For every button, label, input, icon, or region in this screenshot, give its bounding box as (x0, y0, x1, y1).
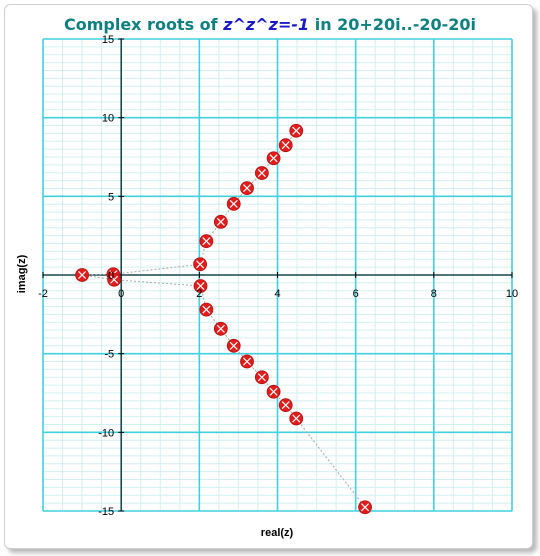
connector-segment (273, 391, 287, 406)
root-point-cross (257, 169, 266, 178)
y-tick-label: 5 (108, 191, 114, 203)
x-tick-label: 4 (274, 288, 280, 300)
x-tick-label: 2 (196, 288, 202, 300)
root-point-cross (269, 154, 278, 163)
root-point-cross (292, 414, 301, 423)
root-point-cross (281, 141, 290, 150)
root-point-marker (213, 321, 228, 336)
y-tick-label: 15 (102, 34, 114, 46)
root-point-cross (269, 387, 278, 396)
root-point-marker (289, 123, 304, 138)
root-point-marker (254, 166, 269, 180)
root-point-marker (278, 398, 293, 413)
connector-segment (285, 130, 297, 146)
root-point-cross (229, 341, 238, 350)
root-point-cross (216, 324, 225, 333)
root-point-marker (278, 138, 293, 153)
chart-title: Complex roots of z^z^z=-1 in 20+20i..-20… (64, 15, 476, 34)
root-point-marker (107, 272, 122, 287)
y-axis-label: imag(z) (16, 254, 28, 293)
root-point-marker (193, 279, 208, 293)
root-point-cross (292, 126, 301, 135)
root-point-marker (213, 214, 228, 229)
x-tick-label: -2 (38, 288, 48, 300)
root-point-marker (75, 268, 89, 282)
root-point-marker (199, 234, 214, 249)
root-point-cross (242, 357, 252, 366)
tick-labels: -2 0 2 4 6 8 10 15 10 5 0 -5 -10 -15 (38, 34, 518, 518)
root-point-cross (78, 270, 87, 280)
x-tick-label: 0 (118, 288, 124, 300)
root-point-cross (202, 305, 211, 314)
y-tick-label: -10 (98, 427, 114, 439)
root-point-marker (266, 151, 281, 166)
root-point-cross (361, 503, 370, 512)
chart-title-equation: z^z^z=-1 (222, 15, 309, 34)
root-point-marker (226, 196, 241, 211)
root-point-cross (229, 199, 238, 208)
root-point-cross (202, 237, 211, 246)
connector-segment (114, 279, 201, 287)
root-point-cross (110, 275, 119, 284)
connector-segment (285, 404, 297, 419)
root-point-marker (240, 354, 254, 369)
x-tick-label: 8 (431, 288, 437, 300)
connector-segment (113, 263, 201, 275)
root-point-cross (196, 281, 205, 291)
root-point-marker (289, 411, 304, 426)
chart-title-part1: Complex roots of (64, 15, 223, 34)
y-tick-label: 10 (102, 113, 114, 125)
connector-segment (261, 376, 274, 393)
x-axis-label: real(z) (261, 527, 294, 539)
y-tick-label: -15 (98, 506, 114, 518)
root-point-marker (199, 302, 214, 317)
root-point-marker (266, 384, 281, 399)
data-points (75, 123, 372, 515)
root-point-marker (254, 370, 269, 385)
chart-frame (4, 4, 533, 549)
connector-segment (261, 157, 274, 174)
chart-title-part3: in 20+20i..-20-20i (309, 15, 476, 34)
root-point-marker (240, 181, 254, 196)
y-tick-label: 0 (108, 270, 114, 282)
x-tick-label: 6 (353, 288, 359, 300)
root-point-marker (226, 338, 241, 353)
root-point-cross (196, 260, 205, 269)
connector-segment (295, 418, 366, 508)
connector-segment (273, 144, 287, 159)
root-point-cross (257, 373, 266, 382)
y-tick-label: -5 (104, 349, 114, 361)
root-point-cross (216, 217, 225, 226)
root-point-marker (193, 257, 208, 272)
x-tick-label: 10 (506, 288, 518, 300)
root-point-marker (358, 500, 372, 515)
axes (42, 38, 513, 512)
connector-lines (82, 130, 366, 508)
root-point-cross (281, 401, 290, 410)
root-point-cross (242, 184, 252, 193)
